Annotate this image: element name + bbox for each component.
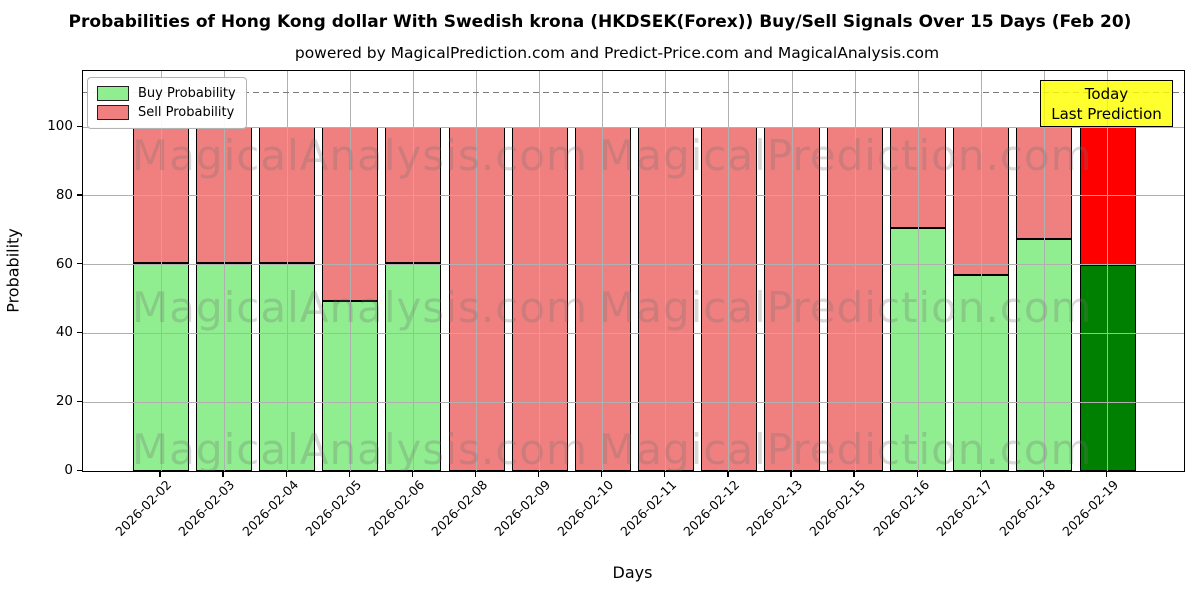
watermark-text: MagicalPrediction.com — [599, 283, 1093, 332]
x-tick-label: 2026-02-12 — [680, 477, 743, 539]
x-gridline — [286, 71, 288, 471]
x-tick-label: 2026-02-17 — [932, 477, 995, 539]
x-tick-mark — [916, 471, 918, 477]
x-tick-mark — [222, 471, 224, 477]
x-tick-mark — [285, 471, 287, 477]
watermark-text: MagicalPrediction.com — [599, 131, 1093, 180]
y-tick-label: 0 — [64, 462, 73, 478]
x-gridline — [412, 71, 414, 471]
y-tick-label: 100 — [47, 118, 73, 134]
today-annotation: Today Last Prediction — [1040, 80, 1173, 127]
x-tick-label: 2026-02-10 — [554, 477, 617, 539]
x-tick-label: 2026-02-15 — [806, 477, 869, 539]
x-tick-label: 2026-02-09 — [491, 477, 554, 539]
y-gridline — [83, 401, 1184, 403]
watermark-text: MagicalAnalysis.com — [132, 131, 588, 180]
legend-swatch — [97, 105, 129, 120]
x-tick-mark — [348, 471, 350, 477]
x-tick-mark — [537, 471, 540, 477]
x-tick-label: 2026-02-02 — [112, 477, 175, 539]
y-tick-mark — [76, 331, 82, 334]
legend-item-label: Sell Probability — [138, 105, 235, 120]
x-tick-mark — [727, 471, 729, 477]
x-gridline — [539, 71, 541, 471]
dashed-threshold-line — [83, 91, 1184, 94]
y-axis-label: Probability — [3, 228, 23, 313]
x-tick-label: 2026-02-06 — [365, 477, 428, 539]
x-tick-label: 2026-02-11 — [617, 477, 680, 539]
x-tick-label: 2026-02-03 — [175, 477, 238, 539]
y-gridline — [83, 264, 1184, 266]
x-gridline — [160, 71, 162, 471]
x-gridline — [980, 71, 982, 471]
x-tick-mark — [601, 471, 603, 477]
plot-area: MagicalAnalysis.com MagicalPrediction.com… — [82, 70, 1185, 472]
y-tick-mark — [76, 263, 82, 265]
x-tick-label: 2026-02-05 — [301, 477, 364, 539]
chart-subtitle: powered by MagicalPrediction.com and Pre… — [294, 44, 940, 62]
legend: Buy Probability Sell Probability — [87, 77, 247, 129]
x-tick-label: 2026-02-13 — [743, 477, 806, 539]
x-tick-mark — [474, 471, 477, 477]
y-tick-label: 80 — [55, 186, 73, 203]
watermark-text: MagicalAnalysis.com — [132, 425, 588, 472]
watermark-text: MagicalPrediction.com — [599, 425, 1093, 472]
y-tick-mark — [76, 125, 82, 127]
legend-swatch — [97, 86, 129, 101]
x-tick-mark — [979, 471, 981, 477]
x-tick-label: 2026-02-19 — [1059, 477, 1122, 539]
today-annotation-line1: Today — [1084, 84, 1129, 103]
x-tick-label: 2026-02-04 — [238, 477, 301, 539]
y-tick-label: 40 — [55, 324, 73, 341]
x-tick-mark — [664, 471, 666, 477]
x-tick-mark — [411, 471, 414, 477]
x-gridline — [1107, 71, 1108, 471]
y-tick-mark — [76, 194, 82, 196]
legend-item: Sell Probability — [97, 103, 236, 122]
x-tick-mark — [159, 471, 161, 477]
x-gridline — [476, 71, 477, 471]
y-gridline — [83, 332, 1184, 334]
x-axis-label: Days — [612, 563, 653, 582]
watermark-text: MagicalAnalysis.com — [132, 283, 588, 332]
today-annotation-line2: Last Prediction — [1051, 104, 1162, 123]
y-tick-label: 20 — [55, 393, 73, 410]
x-tick-label: 2026-02-16 — [869, 477, 932, 539]
x-tick-mark — [853, 471, 855, 477]
x-gridline — [854, 71, 856, 471]
y-tick-mark — [76, 400, 82, 403]
x-gridline — [728, 71, 730, 471]
x-gridline — [665, 71, 667, 471]
legend-item: Buy Probability — [97, 84, 236, 103]
x-gridline — [791, 71, 793, 471]
x-tick-mark — [1042, 471, 1045, 477]
x-gridline — [349, 71, 351, 471]
y-tick-mark — [76, 469, 82, 471]
legend-item-label: Buy Probability — [138, 86, 236, 101]
x-gridline — [1043, 71, 1045, 471]
chart-title: Probabilities of Hong Kong dollar With S… — [68, 12, 1132, 32]
x-tick-label: 2026-02-18 — [996, 477, 1059, 539]
x-gridline — [602, 71, 604, 471]
x-tick-label: 2026-02-08 — [428, 477, 491, 539]
x-gridline — [917, 71, 919, 471]
y-tick-label: 60 — [55, 255, 73, 272]
x-tick-mark — [1105, 471, 1108, 477]
x-gridline — [223, 71, 225, 471]
y-gridline — [83, 195, 1184, 197]
y-gridline — [83, 126, 1184, 128]
x-tick-mark — [790, 471, 792, 477]
